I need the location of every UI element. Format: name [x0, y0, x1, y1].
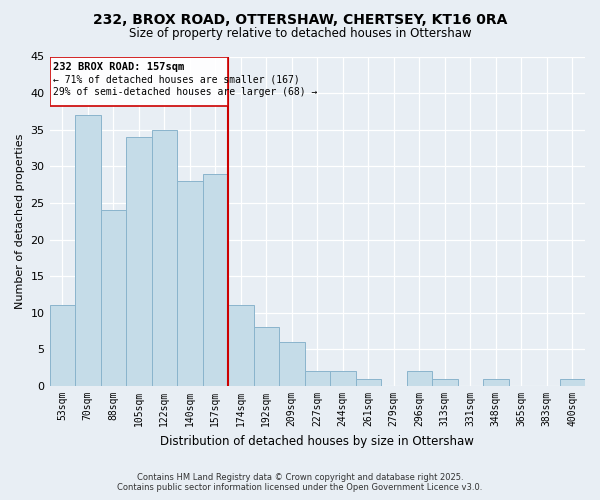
Bar: [279, 342, 305, 386]
FancyBboxPatch shape: [50, 56, 228, 106]
Bar: [560, 378, 585, 386]
Bar: [203, 174, 228, 386]
Text: 232 BROX ROAD: 157sqm: 232 BROX ROAD: 157sqm: [53, 62, 185, 72]
Bar: [330, 372, 356, 386]
Bar: [126, 137, 152, 386]
Bar: [305, 372, 330, 386]
Bar: [50, 306, 75, 386]
Text: Contains HM Land Registry data © Crown copyright and database right 2025.
Contai: Contains HM Land Registry data © Crown c…: [118, 473, 482, 492]
Text: 29% of semi-detached houses are larger (68) →: 29% of semi-detached houses are larger (…: [53, 86, 318, 97]
Bar: [152, 130, 177, 386]
Text: 232, BROX ROAD, OTTERSHAW, CHERTSEY, KT16 0RA: 232, BROX ROAD, OTTERSHAW, CHERTSEY, KT1…: [93, 12, 507, 26]
Bar: [177, 181, 203, 386]
Bar: [432, 378, 458, 386]
X-axis label: Distribution of detached houses by size in Ottershaw: Distribution of detached houses by size …: [160, 434, 474, 448]
Text: Size of property relative to detached houses in Ottershaw: Size of property relative to detached ho…: [128, 28, 472, 40]
Text: ← 71% of detached houses are smaller (167): ← 71% of detached houses are smaller (16…: [53, 74, 300, 84]
Y-axis label: Number of detached properties: Number of detached properties: [15, 134, 25, 309]
Bar: [356, 378, 381, 386]
Bar: [101, 210, 126, 386]
Bar: [254, 328, 279, 386]
Bar: [407, 372, 432, 386]
Bar: [75, 115, 101, 386]
Bar: [228, 306, 254, 386]
Bar: [483, 378, 509, 386]
